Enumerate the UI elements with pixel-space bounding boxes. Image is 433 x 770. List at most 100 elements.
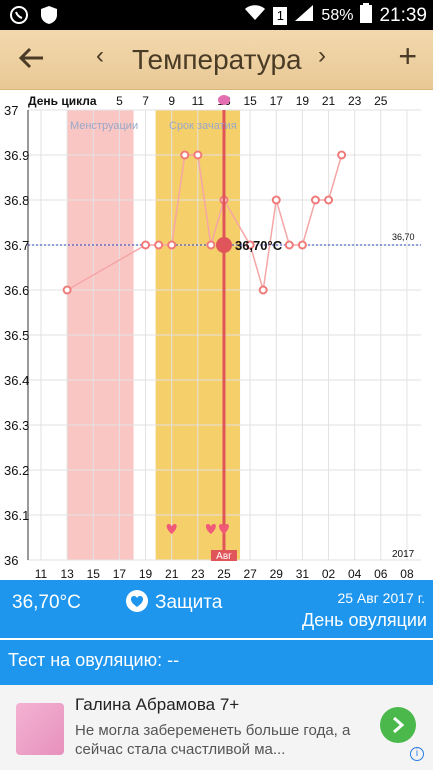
month-label-box <box>210 550 237 561</box>
x-tick-label: 13 <box>60 567 74 580</box>
y-tick-label: 37 <box>4 103 18 118</box>
heart-icon <box>219 524 229 534</box>
data-point[interactable] <box>297 240 307 250</box>
x-tick-label: 23 <box>191 567 205 580</box>
data-point[interactable] <box>167 240 177 250</box>
data-point[interactable] <box>62 285 72 295</box>
app-bar: ‹ Температура › + <box>0 30 433 90</box>
heart-icon <box>205 524 216 534</box>
chart-canvas[interactable]: 37 36.9 36.8 36.7 36.6 36.5 36.4 36.3 36.2 36.1 36… <box>0 90 433 581</box>
cycle-day-tick: 25 <box>374 94 388 108</box>
y-tick-label: 36.4 <box>4 373 29 388</box>
y-tick-label: 36.6 <box>4 283 29 298</box>
temperature-chart[interactable]: 37 36.9 36.8 36.7 36.6 36.5 36.4 36.3 36.2 36.1 36… <box>0 90 433 581</box>
y-tick-label: 36.1 <box>4 508 29 523</box>
ad-open-button[interactable] <box>380 707 416 743</box>
clock: 21:39 <box>379 4 427 26</box>
whatsapp-icon <box>8 4 30 26</box>
month-label: Авг <box>216 551 232 562</box>
cycle-day-tick: 21 <box>322 94 336 108</box>
data-point[interactable] <box>310 195 320 205</box>
x-tick-label: 27 <box>243 567 257 580</box>
cycle-day-tick: 11 <box>192 94 205 108</box>
cycle-day-tick: 15 <box>243 94 257 108</box>
today-marker-icon <box>217 95 230 105</box>
battery-icon <box>360 3 373 28</box>
data-point[interactable] <box>193 150 203 160</box>
data-point[interactable] <box>141 240 151 250</box>
heart-icon <box>166 524 177 534</box>
previous-period-button[interactable]: ‹ <box>96 42 104 69</box>
y-tick-label: 36 <box>4 553 18 568</box>
year-label: 2017 <box>392 549 415 560</box>
x-tick-label: 29 <box>270 567 284 580</box>
x-tick-label: 25 <box>217 567 231 580</box>
ad-info-icon[interactable]: i <box>410 747 424 761</box>
x-tick-label: 21 <box>165 567 179 580</box>
data-point[interactable] <box>284 240 294 250</box>
curve-segment <box>223 199 251 246</box>
data-point[interactable] <box>245 240 255 250</box>
curve-segment <box>327 154 343 201</box>
selected-temperature: 36,70°C <box>12 592 81 613</box>
data-point[interactable] <box>180 150 190 160</box>
x-tick-label: 02 <box>322 567 336 580</box>
battery-percent: 58% <box>321 6 354 24</box>
y-tick-label: 36.8 <box>4 193 29 208</box>
ad-image <box>16 703 64 755</box>
curve-segment <box>249 244 264 291</box>
cycle-day-tick: 7 <box>142 94 149 108</box>
cycle-day-tick: 5 <box>116 94 123 108</box>
data-point[interactable] <box>206 240 216 250</box>
curve-segment <box>66 244 146 291</box>
heart-icon[interactable] <box>126 590 148 612</box>
x-tick-label: 31 <box>296 567 310 580</box>
data-point[interactable] <box>258 285 268 295</box>
data-point[interactable] <box>324 195 334 205</box>
cycle-day-tick: 9 <box>168 94 175 108</box>
menstruation-label: Менструации <box>70 120 138 132</box>
reference-value-label: 36,70 <box>392 232 415 242</box>
selected-point[interactable] <box>215 237 232 253</box>
data-point[interactable] <box>271 195 281 205</box>
curve-segment <box>170 154 186 246</box>
chevron-right-icon <box>393 717 405 733</box>
wifi-icon <box>244 4 266 27</box>
data-point[interactable] <box>337 150 347 160</box>
selected-date: 25 Авг 2017 г. <box>337 590 425 606</box>
cycle-day-tick: 23 <box>348 94 362 108</box>
curve-segment <box>301 199 317 246</box>
data-point[interactable] <box>154 240 164 250</box>
x-tick-label: 19 <box>139 567 153 580</box>
curve-segment <box>262 199 278 291</box>
day-status: День овуляции <box>302 610 427 630</box>
cycle-day-tick: 17 <box>270 94 284 108</box>
ad-text: Не могла забеременеть больше года, а сей… <box>75 722 351 758</box>
ovulation-test-row[interactable]: Тест на овуляцию: -- <box>0 640 433 685</box>
x-tick-label: 08 <box>400 567 414 580</box>
page-title: Температура <box>132 44 302 75</box>
curve-segment <box>197 154 212 246</box>
y-tick-label: 36.9 <box>4 148 29 163</box>
x-tick-label: 06 <box>374 567 388 580</box>
y-tick-label: 36.7 <box>4 238 29 253</box>
x-tick-label: 15 <box>87 567 101 580</box>
cycle-day-label: День цикла <box>28 94 97 108</box>
y-tick-label: 36.5 <box>4 328 29 343</box>
next-period-button[interactable]: › <box>318 42 326 69</box>
curve-segment <box>275 199 291 246</box>
x-tick-label: 04 <box>348 567 362 580</box>
ad-banner[interactable]: Галина Абрамова 7+ Не могла забеременеть… <box>0 685 433 770</box>
conception-label: Срок зачатия <box>169 120 237 132</box>
arrow-left-icon <box>19 47 43 69</box>
add-button[interactable]: + <box>398 38 417 74</box>
curve-segment <box>210 199 225 246</box>
day-info-panel: 36,70°C Защита 25 Авг 2017 г. День овуля… <box>0 580 433 638</box>
protection-button[interactable]: Защита <box>155 592 223 613</box>
ad-title: Галина Абрамова 7+ <box>75 695 240 714</box>
back-button[interactable] <box>14 40 50 76</box>
x-tick-label: 17 <box>113 567 127 580</box>
cycle-day-tick: 19 <box>296 94 310 108</box>
ovulation-test-label: Тест на овуляцию: -- <box>8 650 180 670</box>
sim-icon: 1 <box>273 6 288 25</box>
